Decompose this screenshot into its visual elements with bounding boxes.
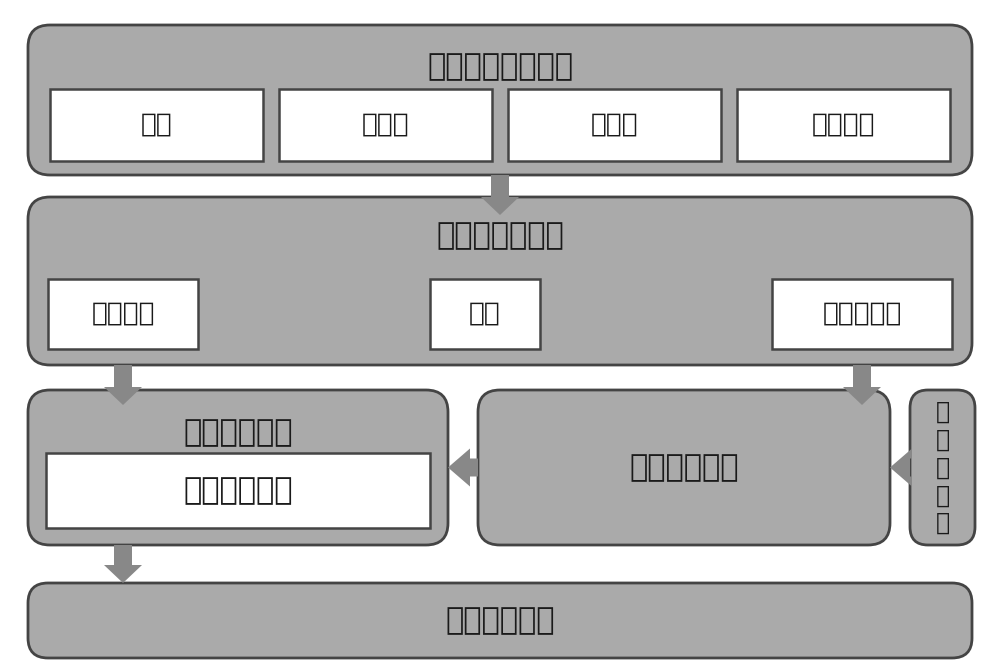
Text: 总风量: 总风量: [362, 112, 409, 138]
Text: 氧量: 氧量: [141, 112, 172, 138]
Bar: [50, 89, 263, 161]
Bar: [279, 89, 492, 161]
Polygon shape: [481, 175, 519, 215]
Text: 总煤量: 总煤量: [591, 112, 638, 138]
FancyBboxPatch shape: [28, 583, 972, 658]
Text: 数据预处理单元: 数据预处理单元: [436, 221, 564, 250]
Text: 在线数据采集单元: 在线数据采集单元: [427, 52, 573, 81]
Bar: [430, 279, 540, 349]
FancyBboxPatch shape: [478, 390, 890, 545]
Polygon shape: [890, 448, 912, 486]
Text: 模型修正单元: 模型修正单元: [629, 453, 739, 482]
Text: 有效性检查: 有效性检查: [822, 301, 902, 327]
Text: 离
线
数
据
源: 离 线 数 据 源: [935, 400, 950, 535]
Bar: [772, 279, 952, 349]
Polygon shape: [104, 545, 142, 583]
Text: 滤波: 滤波: [469, 301, 501, 327]
Polygon shape: [104, 365, 142, 405]
Text: 坏值剔除: 坏值剔除: [91, 301, 155, 327]
Bar: [737, 89, 950, 161]
FancyBboxPatch shape: [28, 197, 972, 365]
Text: 热值计算单元: 热值计算单元: [183, 418, 293, 447]
FancyBboxPatch shape: [28, 25, 972, 175]
Polygon shape: [448, 448, 478, 486]
Bar: [46, 453, 430, 528]
Text: 炉膛负压: 炉膛负压: [812, 112, 875, 138]
Bar: [48, 279, 198, 349]
Text: 入炉原煤热值: 入炉原煤热值: [445, 606, 555, 635]
Text: 热值计算模型: 热值计算模型: [183, 476, 293, 505]
FancyBboxPatch shape: [28, 390, 448, 545]
Bar: [508, 89, 721, 161]
Polygon shape: [843, 365, 881, 405]
FancyBboxPatch shape: [910, 390, 975, 545]
